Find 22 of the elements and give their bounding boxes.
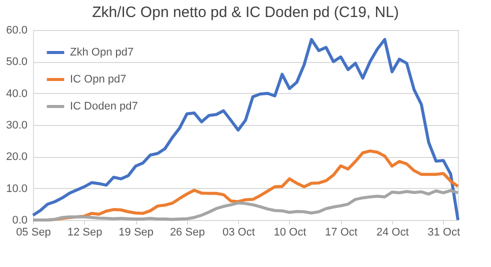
y-tick-label: 20.0 <box>6 151 28 164</box>
x-tick-label: 17 Oct <box>325 226 358 238</box>
y-tick-label: 60.0 <box>6 24 28 36</box>
y-tick-label: 10.0 <box>6 182 28 195</box>
line-series <box>32 189 460 222</box>
chart-title: Zkh/IC Opn netto pd & IC Doden pd (C19, NL) <box>92 4 399 21</box>
legend-label: Zkh Opn pd7 <box>70 46 134 58</box>
y-tick-label: 50.0 <box>6 56 28 68</box>
x-tick-label: 19 Sep <box>118 226 154 238</box>
legend-label: IC Opn pd7 <box>70 74 126 86</box>
y-tick-label: 40.0 <box>6 88 28 100</box>
legend-label: IC Doden pd7 <box>70 100 138 112</box>
x-tick-label: 03 Oct <box>222 226 255 238</box>
y-tick-label: 30.0 <box>6 120 28 132</box>
x-tick-label: 12 Sep <box>67 226 102 238</box>
line-series <box>32 38 460 222</box>
x-tick-label: 24 Oct <box>376 226 409 238</box>
y-tick-label: 0.0 <box>12 214 28 226</box>
x-tick-label: 10 Oct <box>274 226 306 238</box>
x-tick-label: 26 Sep <box>170 226 205 238</box>
x-tick-label: 31 Oct <box>428 226 460 238</box>
x-tick-label: 05 Sep <box>16 226 51 238</box>
